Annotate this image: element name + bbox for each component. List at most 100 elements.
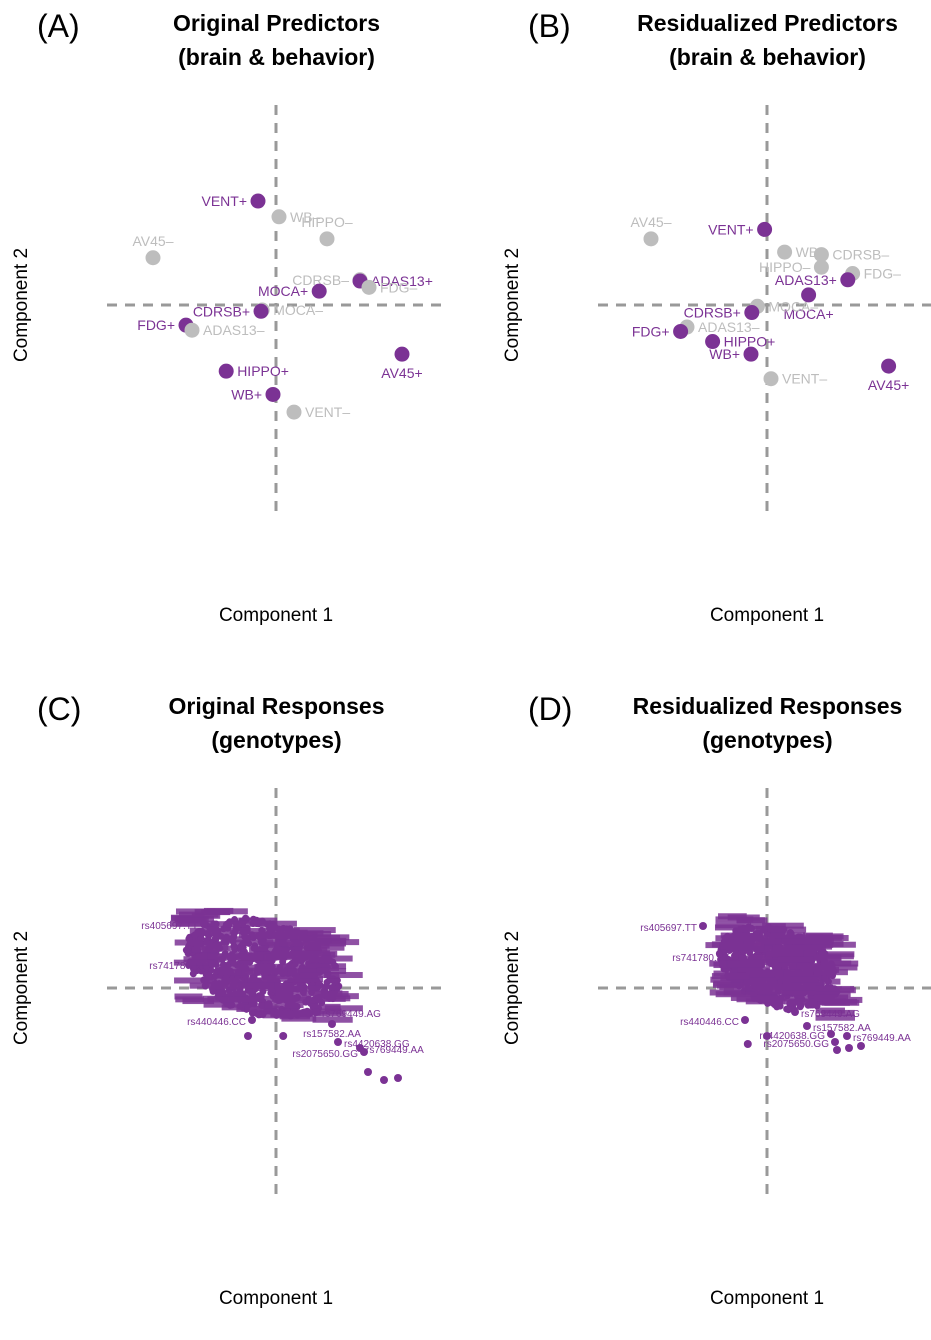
point-label: AV45+	[868, 377, 909, 393]
data-point	[145, 250, 161, 266]
point-label: FDG+	[632, 323, 670, 339]
cloud-label-mark	[216, 990, 256, 997]
cloud-label-mark	[714, 924, 744, 931]
point-label: ADAS13+	[371, 273, 433, 289]
data-point	[843, 1032, 851, 1040]
panel-c: (C) Original Responses (genotypes) rs405…	[0, 683, 465, 1340]
data-point	[319, 231, 335, 247]
cloud-label-mark	[322, 955, 353, 962]
cloud-label-mark	[770, 932, 806, 939]
data-point	[744, 305, 760, 321]
cloud-label-mark	[809, 978, 841, 985]
cloud-label-mark	[737, 966, 771, 973]
data-point	[248, 1016, 256, 1024]
cloud-label-mark	[763, 940, 805, 947]
cloud-label-mark	[174, 993, 203, 1000]
data-point	[380, 1076, 388, 1084]
point-label: rs405697.TT	[141, 921, 198, 932]
cloud-label-mark	[244, 1005, 280, 1012]
data-point	[699, 922, 707, 930]
data-point	[279, 1032, 288, 1040]
panel-title-line2: (genotypes)	[211, 727, 342, 753]
cloud-label-mark	[174, 977, 214, 984]
panel-title: Residualized Predictors (brain & behavio…	[571, 6, 931, 74]
data-point	[328, 1020, 336, 1028]
x-axis-label: Component 1	[218, 605, 334, 626]
genotype-cloud-labels	[170, 907, 363, 1023]
point-label: FDG–	[380, 279, 418, 295]
point-label: rs157582.AA	[303, 1029, 361, 1040]
data-point	[218, 363, 234, 379]
data-point	[705, 334, 721, 350]
data-point	[845, 1044, 853, 1052]
point-label: rs769449.AA	[366, 1045, 424, 1056]
cloud-label-mark	[221, 936, 251, 943]
point-label: rs741780.TT	[672, 953, 729, 964]
panel-title-line1: Original Responses	[168, 693, 385, 719]
cloud-label-mark	[742, 955, 773, 962]
data-point	[813, 259, 829, 275]
scatter-plot: AV45– VENT+WB– CDRSB–HIPPO– FDG–ADAS13+MOCA…	[598, 105, 931, 517]
cloud-label-mark	[241, 967, 276, 974]
cloud-label-mark	[820, 960, 859, 967]
cloud-label-mark	[799, 954, 841, 961]
x-axis-label: Component 1	[709, 1288, 825, 1309]
cloud-label-mark	[273, 996, 307, 1003]
panel-title-line1: Residualized Predictors	[637, 10, 898, 36]
cloud-label-mark	[767, 950, 804, 957]
cloud-label-mark	[817, 964, 858, 971]
point-label: FDG+	[137, 317, 175, 333]
cloud-label-mark	[733, 934, 768, 941]
point-label: rs741780.TT	[149, 961, 206, 972]
cloud-label-mark	[324, 939, 360, 946]
cloud-label-mark	[770, 969, 802, 976]
cloud-label-mark	[215, 964, 257, 971]
cloud-label-mark	[279, 940, 310, 947]
data-point	[184, 322, 200, 338]
cloud-point	[333, 976, 341, 984]
point-label: rs769449.AG	[322, 1009, 381, 1020]
point-label: CDRSB+	[193, 303, 250, 319]
point-label: MOCA+	[784, 306, 834, 322]
data-point	[208, 960, 216, 968]
point-label: VENT–	[305, 404, 350, 420]
cloud-point	[209, 987, 217, 995]
data-point	[364, 1068, 372, 1076]
data-point	[827, 1030, 835, 1038]
point-label: MOCA–	[768, 298, 818, 314]
cloud-label-mark	[796, 962, 833, 969]
point-label: AV45+	[381, 365, 422, 381]
point-label: rs440446.CC	[680, 1017, 739, 1028]
x-axis-label: Component 1	[218, 1288, 334, 1309]
cloud-label-mark	[299, 972, 340, 979]
data-point	[265, 386, 281, 402]
point-label: HIPPO–	[301, 214, 353, 230]
cloud-label-mark	[293, 927, 336, 934]
cloud-label-mark	[270, 986, 306, 993]
cloud-label-mark	[229, 928, 265, 935]
point-label: MOCA–	[273, 302, 323, 318]
cloud-label-mark	[815, 1014, 855, 1021]
data-point	[840, 272, 856, 288]
data-point	[881, 358, 897, 374]
point-label: AV45–	[133, 233, 174, 249]
cloud-point	[776, 1002, 784, 1010]
cloud-label-mark	[815, 985, 855, 992]
point-label: rs769449.AG	[801, 1009, 860, 1020]
cloud-label-mark	[711, 973, 750, 980]
cloud-label-mark	[298, 934, 341, 941]
cloud-point	[203, 938, 211, 946]
cloud-label-mark	[175, 908, 216, 915]
point-label: ADAS13–	[203, 322, 265, 338]
cloud-label-mark	[777, 956, 814, 963]
cloud-label-mark	[752, 984, 795, 991]
panel-a: (A) Original Predictors (brain & behavio…	[0, 0, 465, 657]
data-point	[244, 1032, 252, 1040]
cloud-label-mark	[207, 978, 245, 985]
scatter-plot: rs405697.TT rs741780.TT rs440446.CC rs76944…	[598, 788, 931, 1200]
point-label: HIPPO+	[724, 334, 776, 350]
data-point	[394, 346, 410, 362]
cloud-label-mark	[302, 990, 343, 997]
point-label: WB+	[709, 346, 740, 362]
data-point	[250, 193, 266, 209]
